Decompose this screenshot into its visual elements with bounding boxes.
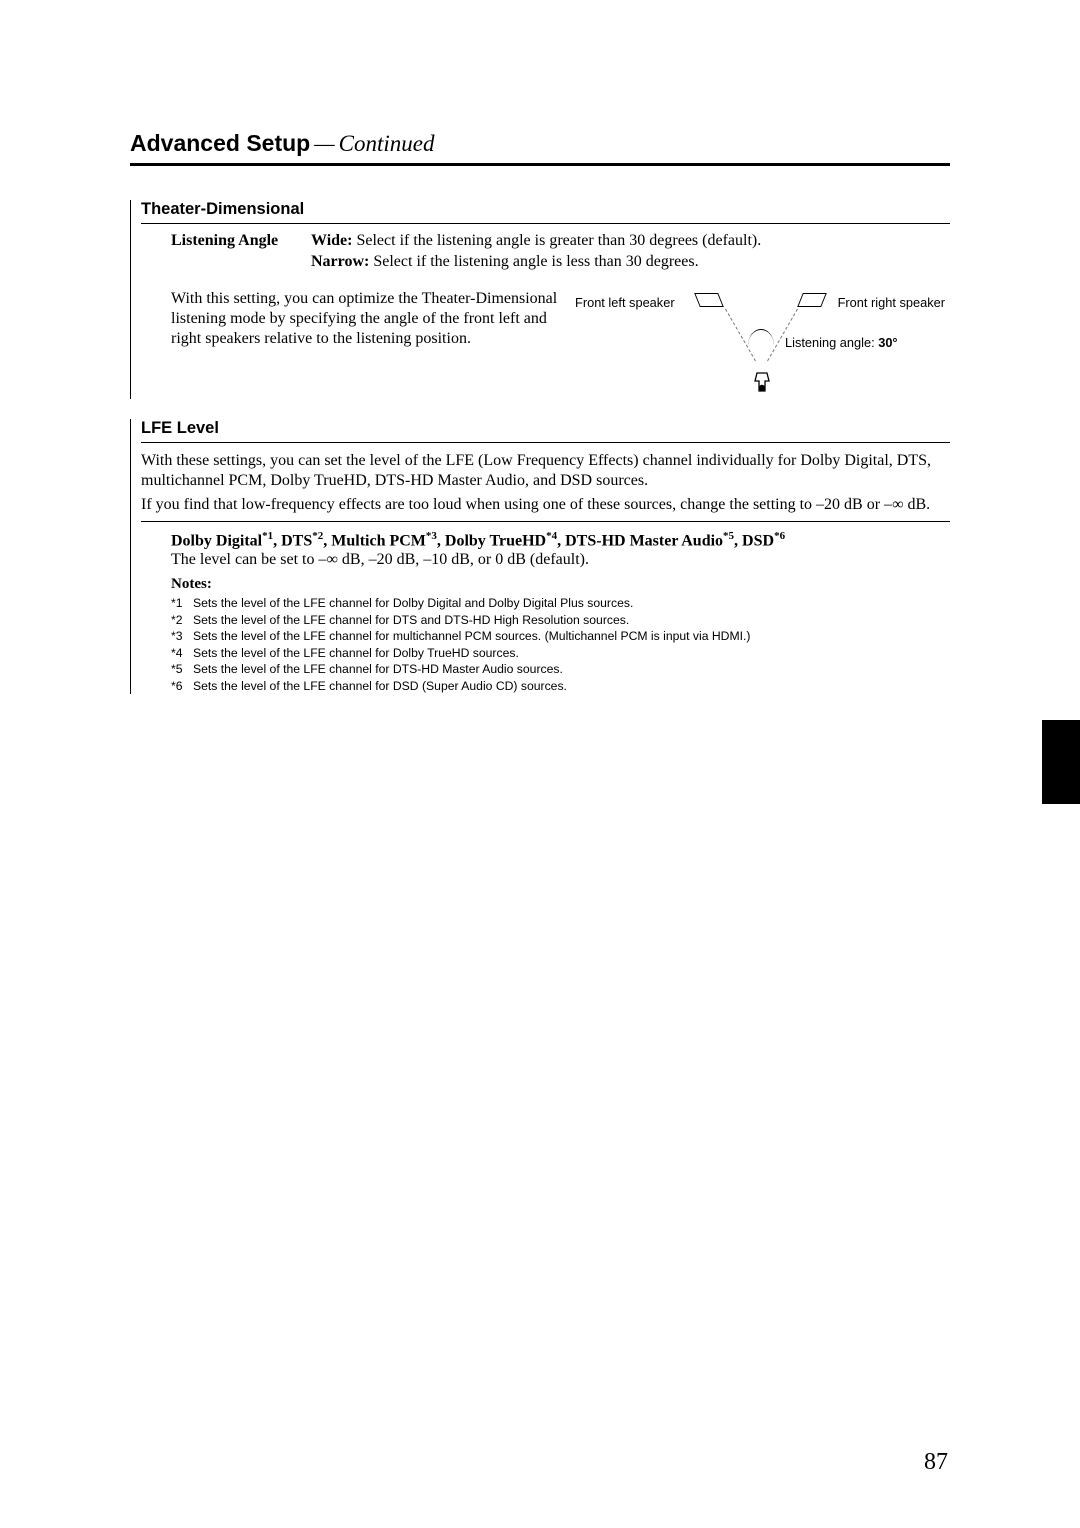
note-line: *3Sets the level of the LFE channel for … — [171, 628, 950, 644]
lfe-formats-line: Dolby Digital*1, DTS*2, Multich PCM*3, D… — [171, 530, 950, 550]
wide-label: Wide: — [311, 232, 352, 249]
divider-rule — [141, 442, 950, 443]
listening-angle-label: Listening Angle — [171, 232, 311, 250]
note-line: *6Sets the level of the LFE channel for … — [171, 678, 950, 694]
note-text: Sets the level of the LFE channel for Do… — [193, 645, 519, 661]
page-title-row: Advanced Setup — Continued — [130, 130, 950, 157]
note-line: *2Sets the level of the LFE channel for … — [171, 612, 950, 628]
notes-label: Notes: — [171, 576, 950, 593]
format-name: DTS-HD Master Audio — [565, 532, 723, 549]
note-text: Sets the level of the LFE channel for Do… — [193, 595, 633, 611]
listening-angle-diagram: Front left speaker Front right speaker L… — [575, 289, 950, 399]
format-tag: *3 — [426, 530, 437, 542]
format-tag: *2 — [312, 530, 323, 542]
divider-rule — [141, 223, 950, 224]
format-name: DSD — [742, 532, 774, 549]
lfe-heading: LFE Level — [141, 419, 950, 438]
note-text: Sets the level of the LFE channel for DS… — [193, 678, 567, 694]
note-tag: *2 — [171, 612, 193, 628]
listening-angle-block: Listening Angle Wide: Select if the list… — [171, 232, 950, 399]
note-tag: *3 — [171, 628, 193, 644]
lfe-para2: If you find that low-frequency effects a… — [141, 495, 950, 515]
format-name: Dolby Digital — [171, 532, 262, 549]
listening-angle-wide: Wide: Select if the listening angle is g… — [311, 232, 761, 250]
page-title-continued: Continued — [339, 131, 435, 157]
narrow-label: Narrow: — [311, 253, 369, 270]
angle-arc — [748, 329, 774, 347]
infinity-symbol: ∞ — [327, 551, 338, 568]
notes-list: *1Sets the level of the LFE channel for … — [171, 595, 950, 694]
note-tag: *1 — [171, 595, 193, 611]
lfe-para2-post: dB. — [903, 496, 930, 513]
note-text: Sets the level of the LFE channel for DT… — [193, 661, 563, 677]
page-content: Advanced Setup — Continued Theater-Dimen… — [130, 130, 950, 694]
page-number: 87 — [924, 1449, 948, 1476]
diagram-front-right-label: Front right speaker — [838, 295, 945, 310]
theater-dimensional-body: With this setting, you can optimize the … — [171, 289, 563, 399]
theater-dimensional-heading: Theater-Dimensional — [141, 200, 950, 219]
lfe-level-line: The level can be set to –∞ dB, –20 dB, –… — [171, 550, 950, 570]
listening-angle-narrow: Narrow: Select if the listening angle is… — [311, 253, 699, 271]
format-name: Multich PCM — [331, 532, 426, 549]
diagram-angle-label: Listening angle: 30° — [785, 335, 898, 350]
page-title-main: Advanced Setup — [130, 130, 310, 157]
format-tag: *1 — [262, 530, 273, 542]
speaker-right-icon — [797, 293, 827, 307]
diagram-angle-prefix: Listening angle: — [785, 335, 878, 350]
note-line: *4Sets the level of the LFE channel for … — [171, 645, 950, 661]
title-rule — [130, 163, 950, 166]
listener-icon — [753, 371, 771, 393]
lfe-para1: With these settings, you can set the lev… — [141, 451, 950, 491]
note-line: *1Sets the level of the LFE channel for … — [171, 595, 950, 611]
format-tag: *5 — [723, 530, 734, 542]
speaker-left-icon — [694, 293, 724, 307]
note-tag: *6 — [171, 678, 193, 694]
side-tab — [1042, 720, 1080, 804]
page-title-dash: — — [314, 131, 334, 157]
note-line: *5Sets the level of the LFE channel for … — [171, 661, 950, 677]
note-text: Sets the level of the LFE channel for mu… — [193, 628, 750, 644]
narrow-text: Select if the listening angle is less th… — [369, 253, 698, 270]
format-name: Dolby TrueHD — [445, 532, 546, 549]
section-theater-dimensional: Theater-Dimensional Listening Angle Wide… — [130, 200, 950, 399]
lfe-level-post: dB, –20 dB, –10 dB, or 0 dB (default). — [338, 551, 589, 568]
infinity-symbol: ∞ — [892, 496, 903, 513]
note-tag: *5 — [171, 661, 193, 677]
diagram-front-left-label: Front left speaker — [575, 295, 675, 310]
format-name: DTS — [281, 532, 312, 549]
lfe-para2-pre: If you find that low-frequency effects a… — [141, 496, 892, 513]
note-tag: *4 — [171, 645, 193, 661]
format-tag: *4 — [546, 530, 557, 542]
format-tag: *6 — [774, 530, 785, 542]
wide-text: Select if the listening angle is greater… — [352, 232, 761, 249]
lfe-level-pre: The level can be set to – — [171, 551, 327, 568]
section-lfe-level: LFE Level With these settings, you can s… — [130, 419, 950, 694]
note-text: Sets the level of the LFE channel for DT… — [193, 612, 629, 628]
diagram-angle-value: 30° — [878, 335, 897, 350]
lfe-formats-block: Dolby Digital*1, DTS*2, Multich PCM*3, D… — [171, 530, 950, 694]
divider-rule — [141, 521, 950, 522]
